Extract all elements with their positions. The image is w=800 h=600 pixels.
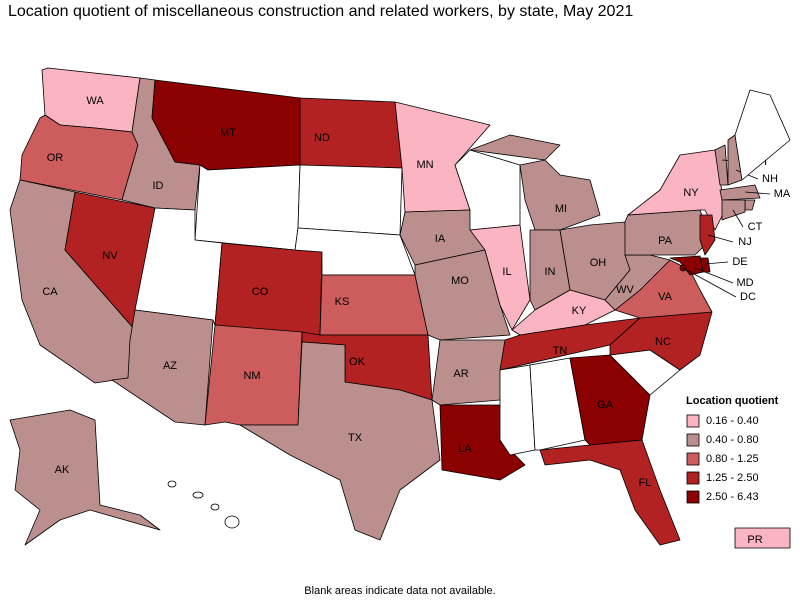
state-label: IL xyxy=(502,266,511,278)
state xyxy=(529,357,586,451)
state-label: IN xyxy=(545,266,556,278)
state-label: FL xyxy=(639,477,652,489)
state xyxy=(624,209,711,256)
state xyxy=(699,214,716,256)
state-label: MT xyxy=(220,127,236,139)
state-label: NJ xyxy=(738,236,751,248)
state-label: TX xyxy=(348,432,363,444)
state xyxy=(210,503,220,511)
footnote: Blank areas indicate data not available. xyxy=(304,585,495,597)
state-label: IA xyxy=(435,233,446,245)
legend-label: 2.50 - 6.43 xyxy=(706,491,759,503)
state-label: DC xyxy=(740,291,756,303)
map-title: Location quotient of miscellaneous const… xyxy=(8,3,633,20)
legend-swatch xyxy=(686,433,700,447)
state-label: MN xyxy=(416,159,433,171)
state-label: WV xyxy=(616,284,634,296)
legend-label: 0.16 - 0.40 xyxy=(706,415,759,427)
state-label: OH xyxy=(590,257,607,269)
state xyxy=(224,515,240,529)
state-label: AZ xyxy=(163,360,177,372)
state xyxy=(297,164,403,236)
state-label: MI xyxy=(555,203,567,215)
state xyxy=(214,242,323,336)
legend: 0.16 - 0.40 0.40 - 0.80 0.80 - 1.25 1.25 - … xyxy=(686,414,759,504)
states: WA OR CA NV ID MT AZ CO NM ND KS OK TX MN IA MO AR LA IL MI… xyxy=(9,67,791,549)
legend-swatch xyxy=(686,452,700,466)
state xyxy=(734,89,791,181)
state-label: LA xyxy=(458,443,472,455)
state xyxy=(431,339,506,406)
state-label: MA xyxy=(774,188,791,200)
state xyxy=(111,309,214,426)
state-label: NV xyxy=(102,250,118,262)
state-label: GA xyxy=(597,399,614,411)
state-label: NM xyxy=(243,370,260,382)
state-label: ND xyxy=(314,132,330,144)
state-label: MO xyxy=(451,275,469,287)
leader-line xyxy=(744,191,771,195)
legend-swatch xyxy=(686,490,700,504)
state xyxy=(194,164,301,251)
state xyxy=(9,409,161,546)
state-label: WA xyxy=(86,95,104,107)
state-label: ID xyxy=(153,180,164,192)
leader-line xyxy=(707,234,734,243)
leader-line xyxy=(732,209,744,228)
state-label: CT xyxy=(748,221,763,233)
state xyxy=(469,134,601,231)
legend-label: 0.80 - 1.25 xyxy=(706,453,759,465)
state-label: OK xyxy=(349,356,366,368)
state xyxy=(239,341,441,541)
leader-line xyxy=(694,267,734,284)
state xyxy=(669,255,704,276)
state-label: MD xyxy=(736,277,753,289)
state xyxy=(719,184,761,201)
state-label: CA xyxy=(42,286,58,298)
state-label: VA xyxy=(658,291,673,303)
leader-line xyxy=(682,267,737,298)
state-label: KS xyxy=(335,296,350,308)
state-label: NY xyxy=(683,187,699,199)
legend-label: 0.40 - 0.80 xyxy=(706,434,759,446)
state-label: CO xyxy=(252,286,269,298)
legend-title: Location quotient xyxy=(686,395,779,407)
state-label: PR xyxy=(747,534,762,546)
state-label: KY xyxy=(572,305,587,317)
state xyxy=(744,199,756,211)
state xyxy=(734,527,791,549)
state xyxy=(539,439,681,546)
state-label: AR xyxy=(453,368,468,380)
state xyxy=(167,480,177,488)
state xyxy=(192,491,204,499)
leader-line xyxy=(704,261,729,265)
state xyxy=(151,79,301,171)
state-label: OR xyxy=(47,152,64,164)
legend-swatch xyxy=(686,471,700,485)
legend-label: 1.25 - 2.50 xyxy=(706,472,759,484)
state-label: TN xyxy=(553,345,568,357)
state-label: NH xyxy=(762,173,778,185)
state xyxy=(604,254,671,311)
state xyxy=(499,364,536,456)
state-label: PA xyxy=(658,235,673,247)
state-label: DE xyxy=(732,256,747,268)
state-label: AK xyxy=(55,464,70,476)
legend-swatch xyxy=(686,414,700,428)
state-label: NC xyxy=(655,336,671,348)
state xyxy=(721,199,746,221)
